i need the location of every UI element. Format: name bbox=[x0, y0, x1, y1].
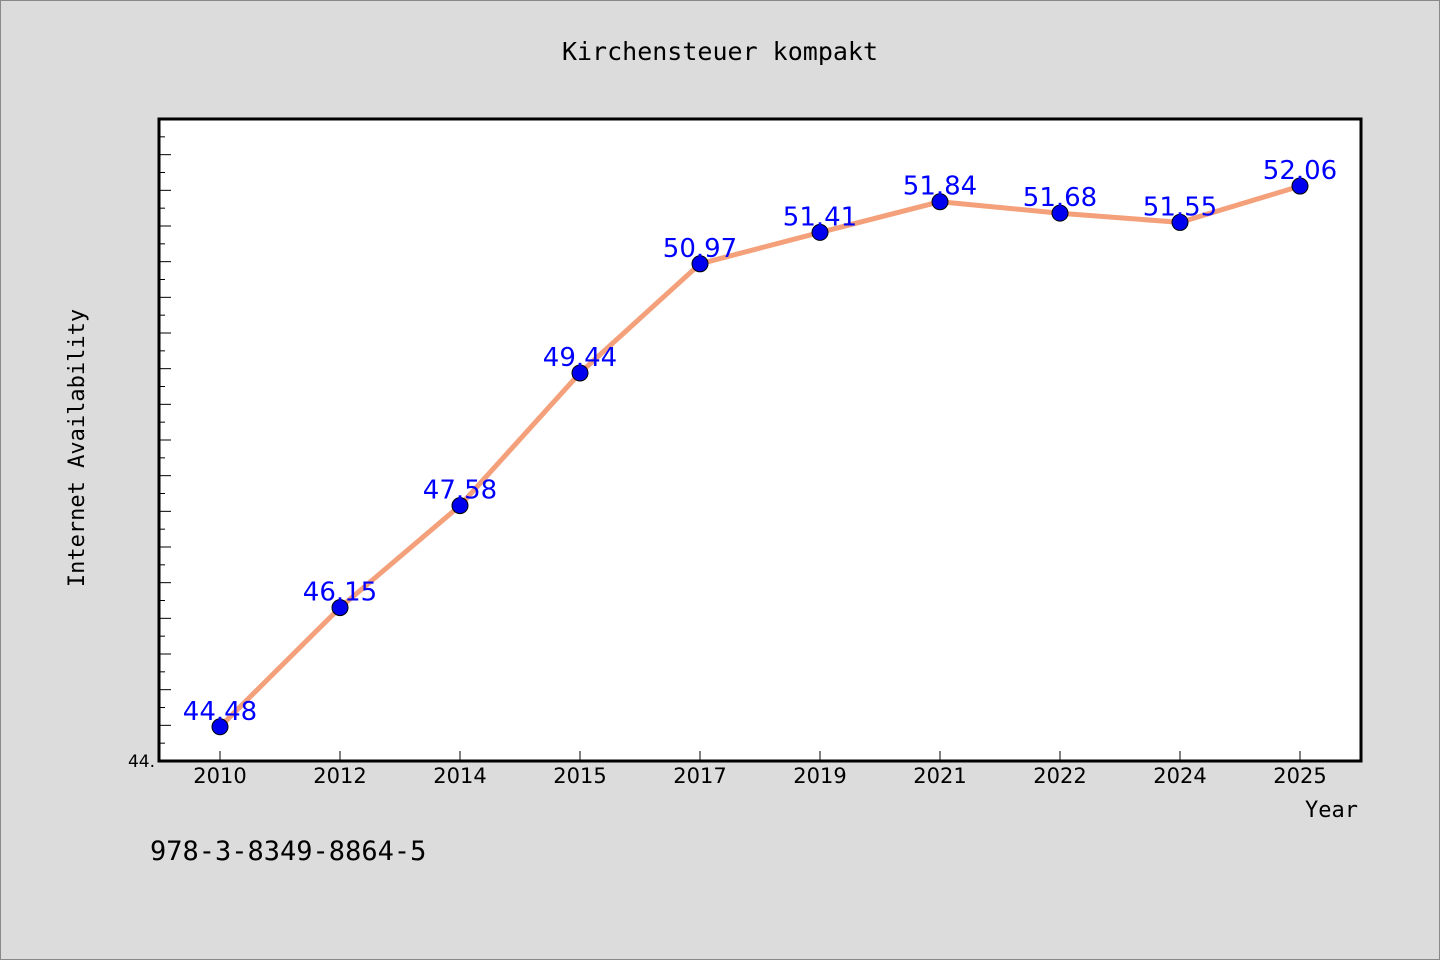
isbn-text: 978-3-8349-8864-5 bbox=[150, 836, 427, 867]
data-label: 49.44 bbox=[543, 343, 617, 373]
y-axis-ticks bbox=[159, 136, 171, 744]
data-point bbox=[1171, 213, 1189, 231]
data-label: 47.58 bbox=[423, 476, 497, 506]
x-tick-label: 2022 bbox=[1033, 764, 1086, 788]
x-tick-label: 2017 bbox=[673, 764, 726, 788]
y-tick-label: 44. bbox=[128, 752, 155, 772]
y-axis-label: Internet Availability bbox=[65, 309, 90, 587]
data-point bbox=[691, 255, 709, 273]
data-label: 44.48 bbox=[183, 697, 257, 727]
data-labels: 44.48 46.15 47.58 49.44 50.97 51.41 51.84 51.68… bbox=[183, 156, 1337, 727]
data-point bbox=[1051, 204, 1069, 222]
chart-title: Kirchensteuer kompakt bbox=[562, 37, 878, 66]
x-tick-label: 2010 bbox=[193, 764, 246, 788]
x-tick-label: 2021 bbox=[913, 764, 966, 788]
data-label: 46.15 bbox=[303, 578, 377, 608]
x-axis-ticks: 2010 2012 2014 2015 2017 2019 2021 2022 2024 2025 bbox=[193, 751, 1327, 788]
data-label: 50.97 bbox=[663, 234, 737, 264]
x-tick-label: 2014 bbox=[433, 764, 486, 788]
data-label: 51.68 bbox=[1023, 183, 1097, 213]
x-tick-label: 2024 bbox=[1153, 764, 1206, 788]
data-point bbox=[331, 599, 349, 617]
data-point bbox=[811, 223, 829, 241]
data-label: 52.06 bbox=[1263, 156, 1337, 186]
data-point bbox=[571, 364, 589, 382]
x-axis-label: Year bbox=[1305, 798, 1358, 823]
data-label: 51.84 bbox=[903, 172, 977, 202]
x-tick-label: 2015 bbox=[553, 764, 606, 788]
data-point bbox=[451, 497, 469, 515]
data-point bbox=[211, 718, 229, 736]
plot-area bbox=[157, 117, 1363, 763]
data-label: 51.41 bbox=[783, 202, 857, 232]
data-label: 51.55 bbox=[1143, 192, 1217, 222]
series-markers bbox=[211, 177, 1309, 736]
x-tick-label: 2012 bbox=[313, 764, 366, 788]
series-line bbox=[218, 183, 1301, 729]
data-point bbox=[1291, 177, 1309, 195]
x-tick-label: 2025 bbox=[1273, 764, 1326, 788]
data-point bbox=[931, 193, 949, 211]
x-tick-label: 2019 bbox=[793, 764, 846, 788]
